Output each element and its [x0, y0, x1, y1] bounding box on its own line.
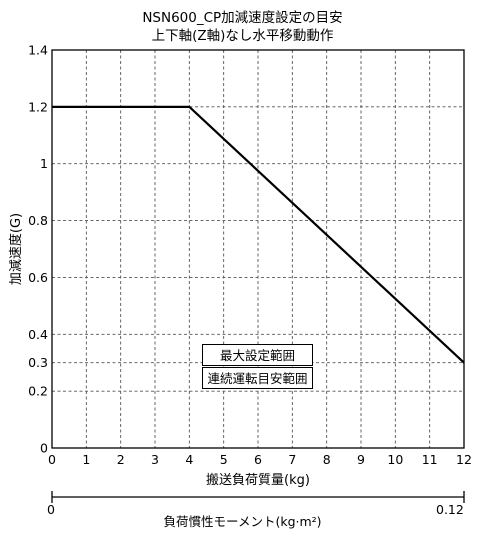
y-tick-label: 0.6 [28, 270, 48, 285]
x-axis-title: 搬送負荷質量(kg) [206, 473, 310, 488]
x-tick-label: 6 [254, 452, 262, 467]
plot-frame [51, 49, 465, 449]
series-layer [52, 105, 465, 364]
y-tick-label: 1.2 [28, 99, 48, 114]
x-tick-label: 10 [387, 452, 403, 467]
x-tick-label: 4 [185, 452, 193, 467]
x-tick-label: 3 [151, 452, 159, 467]
y-axis-title: 加減速度(G) [8, 213, 24, 285]
x-tick-label: 1 [82, 452, 90, 467]
y-tick-label: 0.3 [28, 355, 48, 370]
x-tick-labels: 0 1 2 3 4 5 6 7 8 9 10 11 12 [48, 452, 472, 467]
moment-axis-title: 負荷慣性モーメント(kg·m²) [163, 514, 322, 529]
x-tick-label: 9 [357, 452, 365, 467]
x-tick-label: 2 [117, 452, 125, 467]
y-tick-label: 0 [40, 441, 48, 456]
y-tick-label: 1.4 [28, 43, 48, 58]
x-tick-label: 5 [220, 452, 228, 467]
series-line [52, 105, 465, 364]
x-tick-label: 12 [456, 452, 472, 467]
y-tick-label: 0.4 [28, 327, 48, 342]
chart-title-line2: 上下軸(Z軸)なし水平移動動作 [151, 28, 334, 44]
y-tick-label: 0.8 [28, 213, 48, 228]
x-tick-label: 7 [288, 452, 296, 467]
x-tick-label: 0 [48, 452, 56, 467]
moment-axis-min-label: 0 [47, 502, 55, 517]
y-tick-label: 1 [40, 156, 48, 171]
y-tick-label: 0.2 [28, 384, 48, 399]
moment-axis-max-label: 0.12 [436, 502, 464, 517]
x-tick-label: 11 [422, 452, 438, 467]
y-tick-labels: 0 0.2 0.3 0.4 0.6 0.8 1 1.2 1.4 [28, 43, 48, 456]
legend-continuous-operation: 連続運転目安範囲 [202, 367, 313, 389]
legend-max-setting: 最大設定範囲 [202, 344, 313, 366]
x-tick-label: 8 [323, 452, 331, 467]
chart-title-line1: NSN600_CP加減速度設定の目安 [142, 10, 343, 26]
